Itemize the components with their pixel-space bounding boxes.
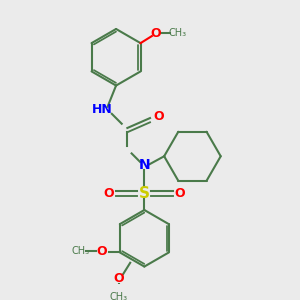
Text: O: O — [153, 110, 164, 123]
Text: CH₃: CH₃ — [71, 246, 89, 256]
Text: N: N — [139, 158, 150, 172]
Text: HN: HN — [92, 103, 112, 116]
Text: CH₃: CH₃ — [110, 292, 128, 300]
Text: O: O — [114, 272, 124, 285]
Text: O: O — [151, 27, 161, 40]
Text: O: O — [174, 187, 185, 200]
Text: S: S — [139, 185, 150, 200]
Text: CH₃: CH₃ — [168, 28, 186, 38]
Text: O: O — [104, 187, 114, 200]
Text: O: O — [96, 244, 107, 257]
